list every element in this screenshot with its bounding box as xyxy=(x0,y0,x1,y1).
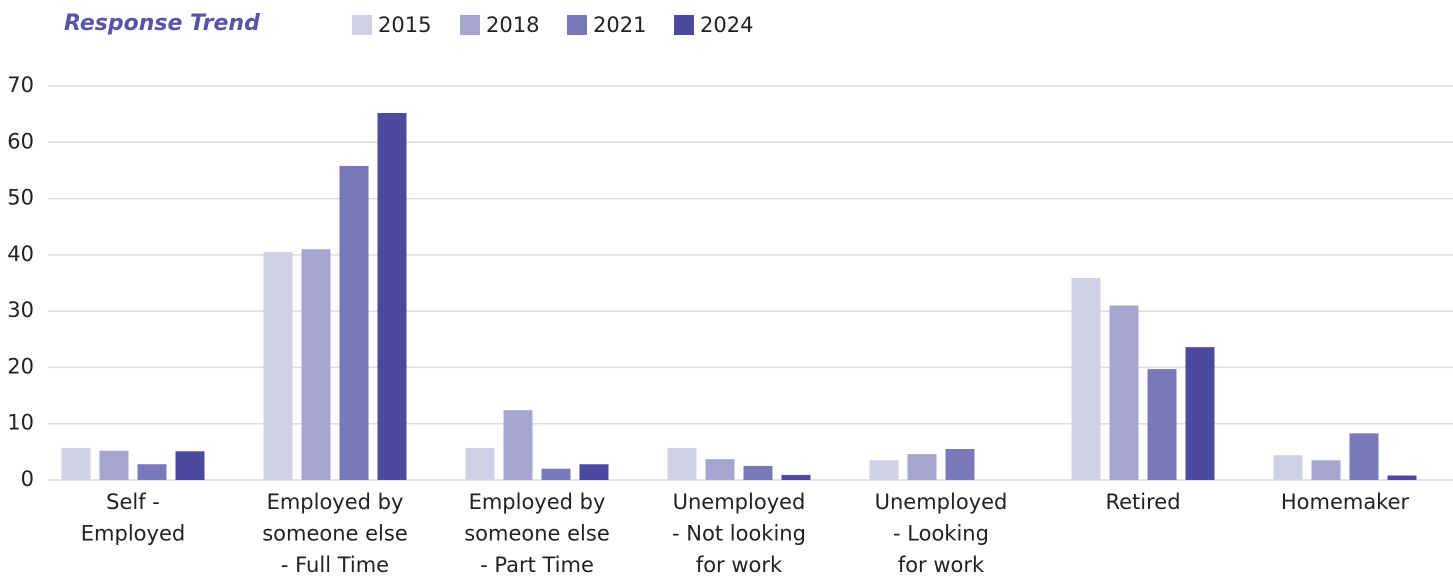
bar xyxy=(1349,433,1379,480)
bar xyxy=(175,451,205,480)
bar xyxy=(263,252,293,480)
bar xyxy=(1109,305,1139,480)
x-tick-label: Employed by someone else - Part Time xyxy=(464,490,610,577)
bar xyxy=(99,450,129,480)
legend-swatch xyxy=(352,15,372,35)
bar xyxy=(869,460,899,480)
legend-swatch xyxy=(460,15,480,35)
x-tick-label: Self -Employed xyxy=(81,490,185,546)
chart-title: Response Trend xyxy=(64,11,260,36)
y-tick-label: 70 xyxy=(7,73,34,97)
bar xyxy=(781,474,811,480)
y-tick-label: 50 xyxy=(7,186,34,210)
x-tick-label: Unemployed - Looking for work xyxy=(875,490,1008,577)
y-tick-label: 40 xyxy=(7,242,34,266)
bar xyxy=(1071,277,1101,480)
bar xyxy=(1387,475,1417,480)
bar xyxy=(137,464,167,480)
legend-swatch xyxy=(674,15,694,35)
bar xyxy=(541,468,571,480)
x-tick-label: Unemployed - Not looking for work xyxy=(672,490,806,577)
bar xyxy=(301,249,331,480)
bar xyxy=(667,447,697,480)
y-tick-label: 60 xyxy=(7,129,34,153)
bar xyxy=(945,449,975,480)
bar xyxy=(1147,369,1177,480)
legend-label: 2015 xyxy=(378,13,431,37)
legend-label: 2018 xyxy=(486,13,539,37)
x-tick-label: Homemaker xyxy=(1281,490,1410,514)
bar xyxy=(1185,347,1215,480)
bar xyxy=(377,113,407,480)
bar xyxy=(907,454,937,480)
bar xyxy=(1311,460,1341,480)
bar xyxy=(743,465,773,480)
y-tick-label: 20 xyxy=(7,354,34,378)
y-tick-label: 0 xyxy=(21,467,34,491)
x-tick-label: Retired xyxy=(1105,490,1180,514)
bar xyxy=(1273,455,1303,480)
legend-label: 2024 xyxy=(700,13,753,37)
y-tick-label: 10 xyxy=(7,411,34,435)
bar xyxy=(579,464,609,480)
bar xyxy=(61,447,91,480)
bar xyxy=(503,410,533,480)
bar xyxy=(339,165,369,480)
y-tick-label: 30 xyxy=(7,298,34,322)
legend-label: 2021 xyxy=(593,13,646,37)
x-tick-label: Employed by someone else - Full Time xyxy=(262,490,408,577)
bar xyxy=(705,459,735,480)
legend-swatch xyxy=(567,15,587,35)
bar xyxy=(465,447,495,480)
